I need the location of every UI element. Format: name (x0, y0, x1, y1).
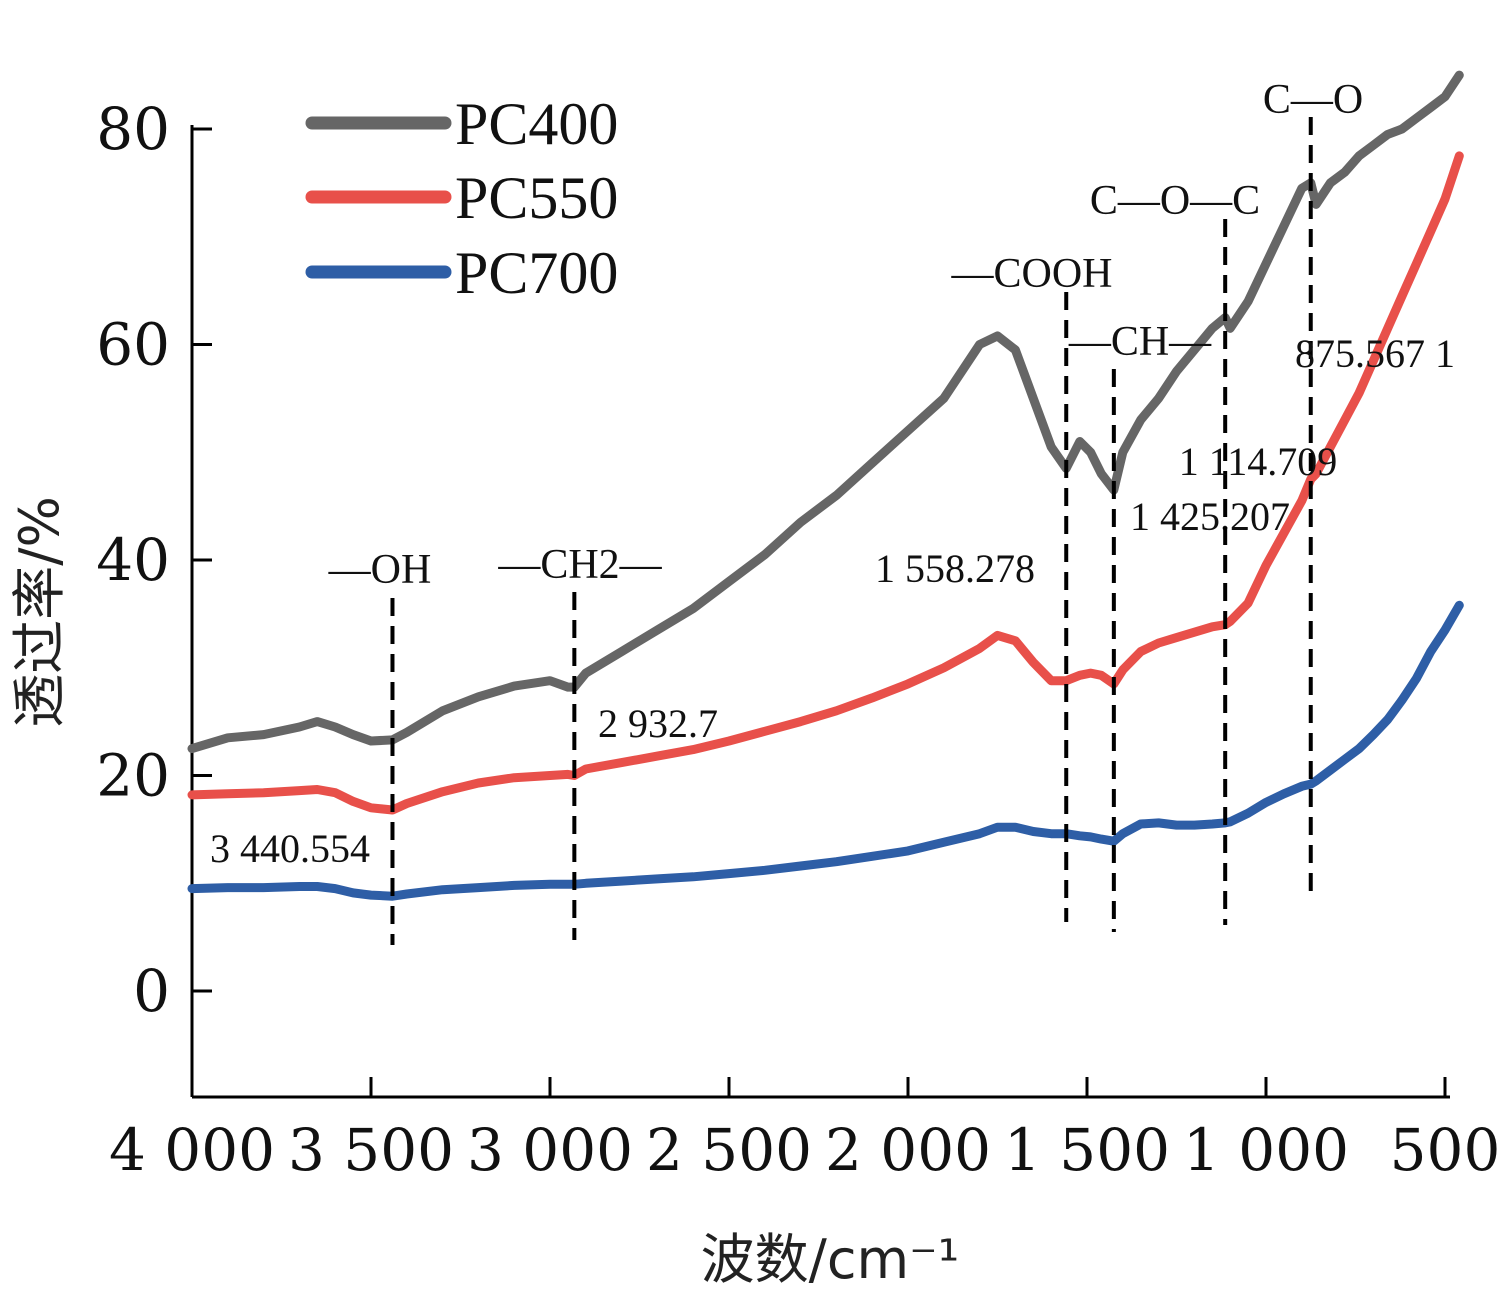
x-tick-label: 1 500 (1004, 1116, 1170, 1184)
y-tick-label: 80 (96, 95, 170, 163)
y-tick-label: 40 (96, 526, 170, 594)
reference-lines: —OH 3 440.554 —CH2— 2 932.7 —COOH 1 558.278 —C… (210, 77, 1455, 945)
legend-label-pc550: PC550 (455, 165, 618, 231)
series-layer (187, 70, 1464, 901)
functional-group-label: —CH— (1068, 319, 1212, 365)
peak-label: 2 932.7 (598, 701, 718, 746)
x-tick-label: 3 500 (288, 1116, 454, 1184)
functional-group-label: —COOH (950, 251, 1112, 297)
x-tick-label: 500 (1390, 1116, 1501, 1184)
functional-group-label: —OH (328, 547, 432, 593)
series-line-pc550 (187, 151, 1464, 815)
x-tick-label: 4 000 (109, 1116, 275, 1184)
y-tick-label: 0 (133, 957, 170, 1025)
legend-label-pc700: PC700 (455, 240, 618, 306)
peak-label: 875.567 1 (1295, 331, 1455, 376)
legend: PC400 PC550 PC700 (305, 91, 618, 306)
peak-label: 1 558.278 (875, 546, 1035, 591)
y-axis-title: 透过率/% (8, 496, 71, 728)
legend-label-pc400: PC400 (455, 91, 618, 157)
y-tick-label: 60 (96, 311, 170, 379)
peak-label: 3 440.554 (210, 826, 370, 871)
x-tick-label: 3 000 (467, 1116, 633, 1184)
y-tick-label: 20 (96, 742, 170, 810)
functional-group-label: C—O—C (1090, 178, 1260, 224)
series-line-pc700 (187, 600, 1464, 901)
series-line-pc400 (187, 70, 1464, 754)
peak-label: 1 114.709 (1179, 439, 1338, 484)
x-tick-label: 1 000 (1183, 1116, 1349, 1184)
x-tick-label: 2 500 (646, 1116, 812, 1184)
functional-group-label: —CH2— (497, 542, 662, 588)
x-tick-label: 2 000 (825, 1116, 991, 1184)
peak-label: 1 425.207 (1130, 494, 1290, 539)
y-axis-ticks: 0 20 40 60 80 (96, 95, 212, 1025)
functional-group-label: C—O (1263, 77, 1363, 123)
x-axis-ticks: 4 000 3 500 3 000 2 500 2 000 1 500 1 000 500 (109, 1077, 1500, 1184)
x-axis-title: 波数/cm⁻¹ (701, 1228, 960, 1291)
